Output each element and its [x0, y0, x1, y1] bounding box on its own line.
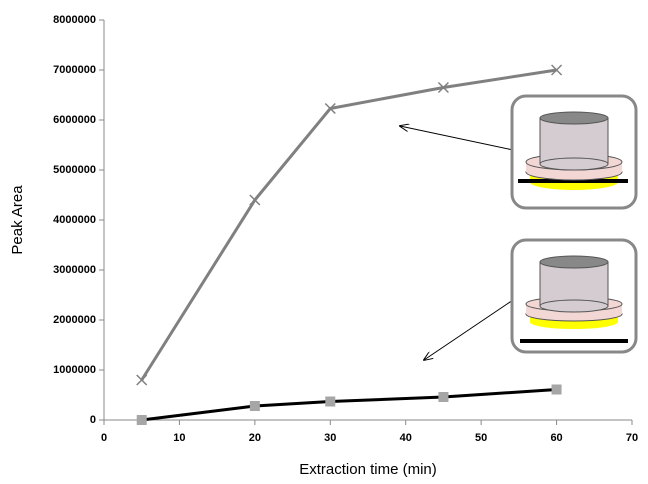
y-tick-label: 0: [90, 414, 96, 426]
insets: [400, 94, 638, 360]
marker: [437, 81, 449, 94]
marker: [324, 102, 336, 115]
y-tick-label: 4000000: [53, 214, 96, 226]
y-tick-label: 7000000: [53, 64, 96, 76]
x-tick-label: 60: [550, 432, 562, 444]
marker: [438, 392, 449, 402]
marker: [551, 64, 563, 76]
y-tick-label: 8000000: [53, 14, 96, 26]
arrow: [400, 126, 514, 151]
y-tick-label: 5000000: [53, 164, 96, 176]
y-tick-label: 2000000: [53, 314, 96, 326]
y-tick-label: 3000000: [53, 264, 96, 276]
x-tick-label: 50: [475, 432, 487, 444]
x-axis-title: Extraction time (min): [299, 461, 437, 478]
x-tick-label: 40: [400, 432, 412, 444]
x-tick-label: 10: [173, 432, 185, 444]
marker: [249, 401, 260, 411]
marker: [136, 415, 147, 425]
arrow: [424, 299, 514, 360]
y-axis-title: Peak Area: [9, 185, 26, 255]
marker: [249, 194, 261, 206]
marker: [136, 374, 148, 386]
inset-diagram: [510, 238, 638, 354]
y-tick-label: 1000000: [53, 364, 96, 376]
x-tick-label: 70: [626, 432, 638, 444]
series-line: [141, 388, 557, 422]
x-tick-label: 20: [249, 432, 261, 444]
y-tick-label: 6000000: [53, 114, 96, 126]
series-line: [140, 68, 557, 381]
marker: [551, 384, 562, 395]
inset-diagram: [510, 94, 638, 210]
marker: [325, 396, 336, 407]
x-tick-label: 30: [324, 432, 336, 444]
x-tick-label: 0: [101, 432, 107, 444]
